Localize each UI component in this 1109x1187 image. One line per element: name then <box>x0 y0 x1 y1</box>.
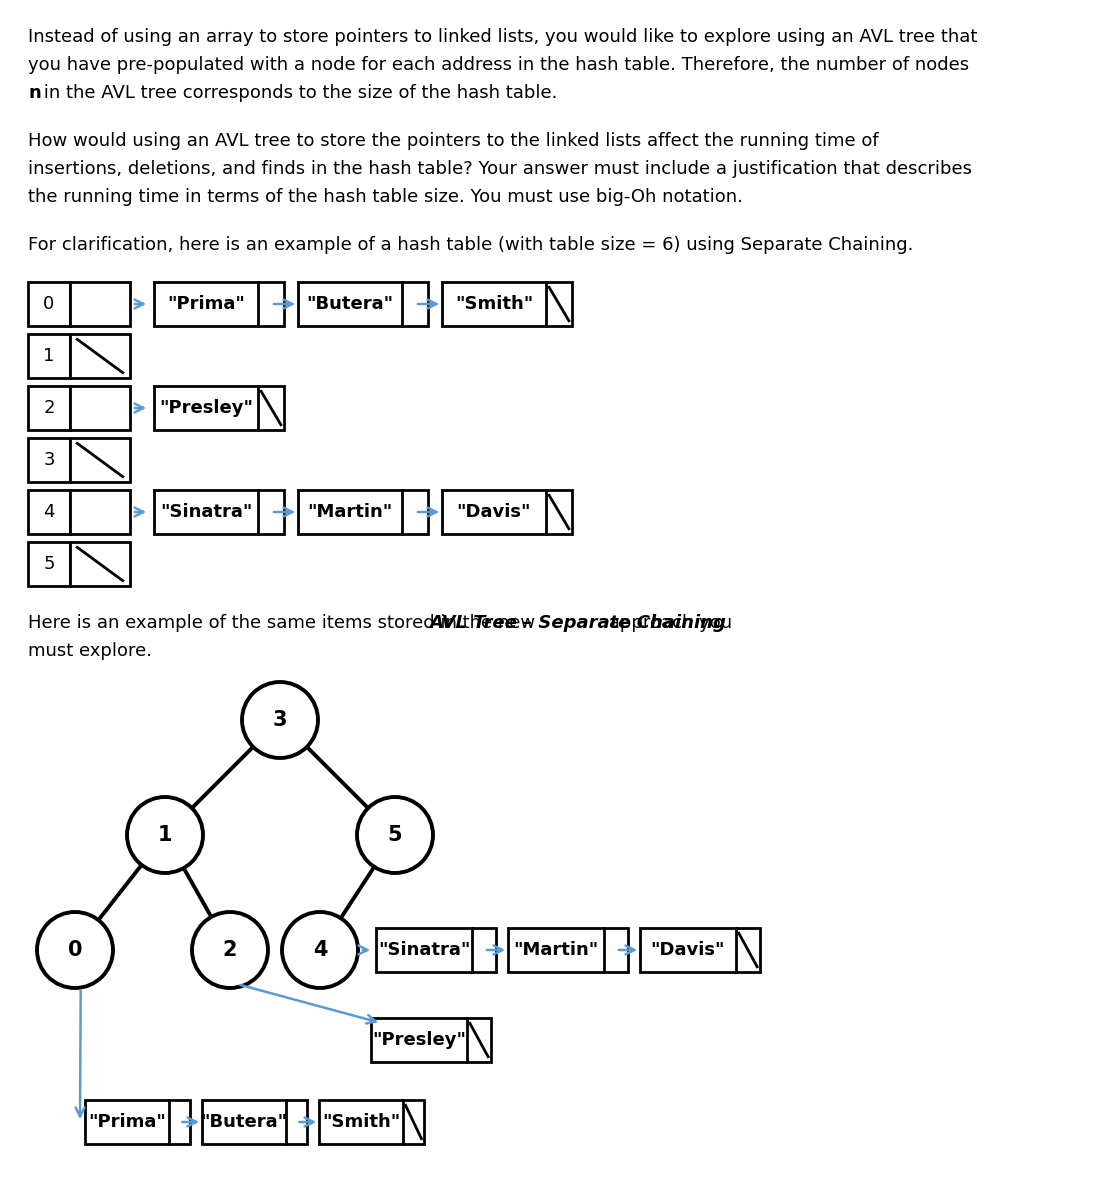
Text: "Sinatra": "Sinatra" <box>160 503 252 521</box>
Text: "Martin": "Martin" <box>513 941 599 959</box>
Circle shape <box>128 796 203 872</box>
Bar <box>372 1018 491 1062</box>
Text: 0: 0 <box>43 296 54 313</box>
Text: 1: 1 <box>157 825 172 845</box>
Bar <box>28 334 70 377</box>
Bar <box>70 334 130 377</box>
Text: 3: 3 <box>273 710 287 730</box>
Text: in the AVL tree corresponds to the size of the hash table.: in the AVL tree corresponds to the size … <box>38 84 558 102</box>
Bar <box>298 490 428 534</box>
Circle shape <box>282 912 358 988</box>
Bar <box>28 386 70 430</box>
Circle shape <box>242 683 318 758</box>
Bar <box>298 283 428 326</box>
Text: must explore.: must explore. <box>28 642 152 660</box>
Text: "Davis": "Davis" <box>457 503 531 521</box>
Bar <box>319 1100 424 1144</box>
Text: How would using an AVL tree to store the pointers to the linked lists affect the: How would using an AVL tree to store the… <box>28 132 878 150</box>
Text: 4: 4 <box>313 940 327 960</box>
Text: 4: 4 <box>43 503 54 521</box>
Circle shape <box>192 912 268 988</box>
Text: 1: 1 <box>43 347 54 364</box>
Text: Instead of using an array to store pointers to linked lists, you would like to e: Instead of using an array to store point… <box>28 28 977 46</box>
Bar <box>28 490 70 534</box>
Text: "Sinatra": "Sinatra" <box>378 941 470 959</box>
Text: 2: 2 <box>223 940 237 960</box>
Bar <box>376 928 496 972</box>
Text: "Butera": "Butera" <box>201 1113 287 1131</box>
Bar <box>70 283 130 326</box>
Bar <box>70 438 130 482</box>
Bar <box>154 490 284 534</box>
Text: the running time in terms of the hash table size. You must use big-Oh notation.: the running time in terms of the hash ta… <box>28 188 743 207</box>
Text: "Davis": "Davis" <box>651 941 725 959</box>
Text: "Presley": "Presley" <box>159 399 253 417</box>
Text: 5: 5 <box>388 825 403 845</box>
Text: approach you: approach you <box>603 614 732 631</box>
Text: "Martin": "Martin" <box>307 503 393 521</box>
Bar <box>640 928 760 972</box>
Bar <box>442 490 572 534</box>
Bar <box>508 928 628 972</box>
Text: "Smith": "Smith" <box>322 1113 400 1131</box>
Bar <box>70 490 130 534</box>
Bar <box>70 386 130 430</box>
Bar <box>202 1100 307 1144</box>
Text: you have pre-populated with a node for each address in the hash table. Therefore: you have pre-populated with a node for e… <box>28 56 969 74</box>
Bar <box>154 283 284 326</box>
Text: n: n <box>28 84 41 102</box>
Bar <box>85 1100 190 1144</box>
Text: AVL Tree – Separate Chaining: AVL Tree – Separate Chaining <box>429 614 726 631</box>
Bar <box>28 438 70 482</box>
Text: For clarification, here is an example of a hash table (with table size = 6) usin: For clarification, here is an example of… <box>28 236 914 254</box>
Text: "Presley": "Presley" <box>372 1032 466 1049</box>
Text: "Butera": "Butera" <box>306 296 394 313</box>
Text: 2: 2 <box>43 399 54 417</box>
Text: Here is an example of the same items stored in the new: Here is an example of the same items sto… <box>28 614 541 631</box>
Text: "Prima": "Prima" <box>167 296 245 313</box>
Bar <box>70 542 130 586</box>
Circle shape <box>37 912 113 988</box>
Bar <box>154 386 284 430</box>
Circle shape <box>357 796 433 872</box>
Bar <box>28 283 70 326</box>
Text: 0: 0 <box>68 940 82 960</box>
Text: "Smith": "Smith" <box>455 296 533 313</box>
Text: 5: 5 <box>43 556 54 573</box>
Text: "Prima": "Prima" <box>88 1113 166 1131</box>
Bar <box>442 283 572 326</box>
Text: insertions, deletions, and finds in the hash table? Your answer must include a j: insertions, deletions, and finds in the … <box>28 160 971 178</box>
Text: 3: 3 <box>43 451 54 469</box>
Bar <box>28 542 70 586</box>
